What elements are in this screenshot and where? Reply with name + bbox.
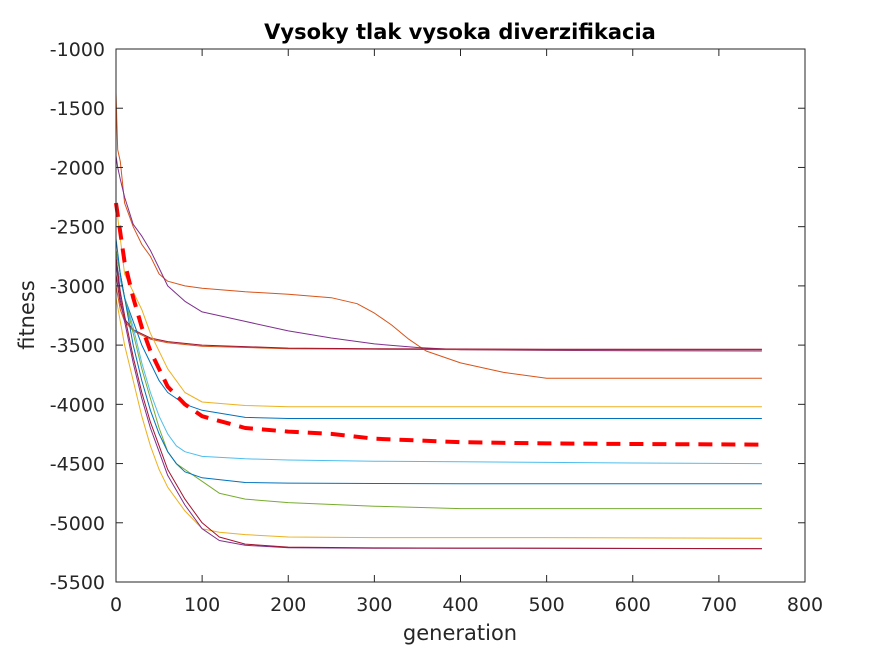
series-line-9 — [115, 250, 762, 510]
series-line-13 — [115, 256, 762, 550]
x-tick-label: 500 — [528, 594, 564, 616]
y-tick-label: -1500 — [50, 98, 105, 120]
series-line-10 — [115, 238, 762, 485]
y-tick-label: -5500 — [50, 572, 105, 594]
x-tick-label: 600 — [615, 594, 651, 616]
series-line-1 — [115, 92, 762, 379]
x-tick-label: 800 — [787, 594, 823, 616]
series-layer — [114, 92, 762, 550]
y-tick-label: -2500 — [50, 217, 105, 239]
x-tick-label: 100 — [184, 594, 220, 616]
y-tick-label: -4500 — [50, 454, 105, 476]
x-tick-label: 200 — [270, 594, 306, 616]
y-tick-label: -3000 — [50, 276, 105, 298]
y-tick-label: -4000 — [50, 394, 105, 416]
x-tick-label: 0 — [110, 594, 122, 616]
x-tick-label: 400 — [442, 594, 478, 616]
axes-layer: 0 100 200 300 400 500 600 700 800 -5500 -5000 -4500… — [50, 39, 823, 616]
y-tick-label: -3500 — [50, 335, 105, 357]
series-line-8 — [115, 262, 762, 465]
y-tick-label: -1000 — [50, 39, 105, 61]
series-line-11 — [115, 297, 762, 539]
plot-background — [116, 49, 805, 582]
x-tick-label: 300 — [356, 594, 392, 616]
series-line-7 — [114, 202, 762, 447]
y-tick-label: -2000 — [50, 157, 105, 179]
y-axis-label: fitness — [15, 280, 39, 350]
y-tick-label: -5000 — [50, 513, 105, 535]
x-tick-label: 700 — [701, 594, 737, 616]
chart-title: Vysoky tlak vysoka diverzifikacia — [264, 20, 656, 44]
x-axis-label: generation — [403, 621, 517, 645]
plot-area — [116, 49, 805, 582]
series-line-6 — [115, 250, 762, 419]
